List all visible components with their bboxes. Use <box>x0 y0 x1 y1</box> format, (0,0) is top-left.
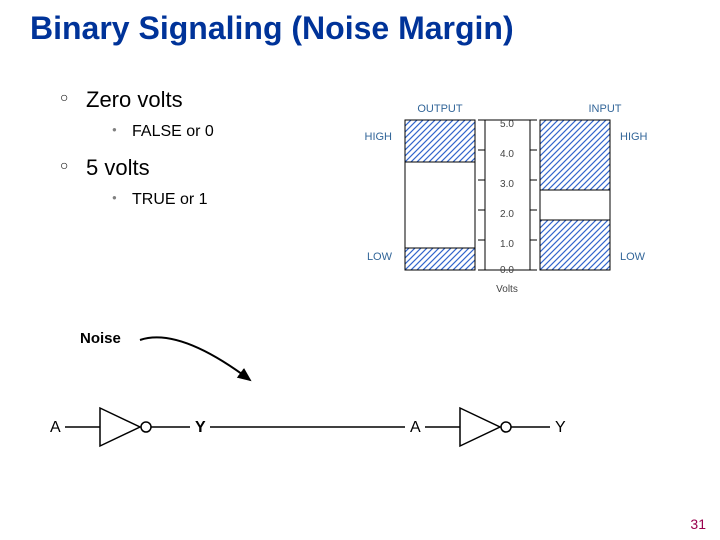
volts-label: Volts <box>496 284 518 295</box>
sub-bullet-text: FALSE or 0 <box>132 123 214 140</box>
output-label: OUTPUT <box>417 103 463 115</box>
bullet-text: Zero volts <box>86 87 183 112</box>
noise-label: Noise <box>80 330 121 347</box>
output-low-region <box>405 248 475 270</box>
input-label: INPUT <box>589 103 622 115</box>
gate1-input-label: A <box>50 419 61 436</box>
scale-3: 3.0 <box>500 179 514 190</box>
gate1-output-label: Y <box>195 419 206 436</box>
scale-5: 5.0 <box>500 119 514 130</box>
voltage-scale: 5.0 4.0 3.0 2.0 1.0 0.0 Volts <box>478 119 537 295</box>
sub-bullet-text: TRUE or 1 <box>132 191 208 208</box>
gate2-input-label: A <box>410 419 421 436</box>
page-number: 31 <box>690 516 706 532</box>
scale-2: 2.0 <box>500 209 514 220</box>
low-label-left: LOW <box>367 251 393 263</box>
gate2-output-label: Y <box>555 419 566 436</box>
bullet-text: 5 volts <box>86 155 150 180</box>
voltage-diagram: OUTPUT INPUT HIGH LOW 5.0 4.0 3.0 2.0 1.… <box>350 100 680 300</box>
slide-title: Binary Signaling (Noise Margin) <box>0 0 720 47</box>
inverter-triangle-1 <box>100 408 140 446</box>
input-high-region <box>540 120 610 190</box>
input-low-region <box>540 220 610 270</box>
high-label-left: HIGH <box>365 131 393 143</box>
scale-1: 1.0 <box>500 239 514 250</box>
inverter-bubble-2 <box>501 422 511 432</box>
low-label-right: LOW <box>620 251 646 263</box>
inverter-triangle-2 <box>460 408 500 446</box>
scale-4: 4.0 <box>500 149 514 160</box>
inverter-bubble-1 <box>141 422 151 432</box>
high-label-right: HIGH <box>620 131 648 143</box>
inverter-2: A Y <box>410 408 566 446</box>
inverter-1: A Y <box>50 408 206 446</box>
gates-diagram: A Y A Y <box>40 390 680 470</box>
noise-arrow <box>130 330 280 390</box>
scale-0: 0.0 <box>500 265 514 276</box>
output-high-region <box>405 120 475 162</box>
